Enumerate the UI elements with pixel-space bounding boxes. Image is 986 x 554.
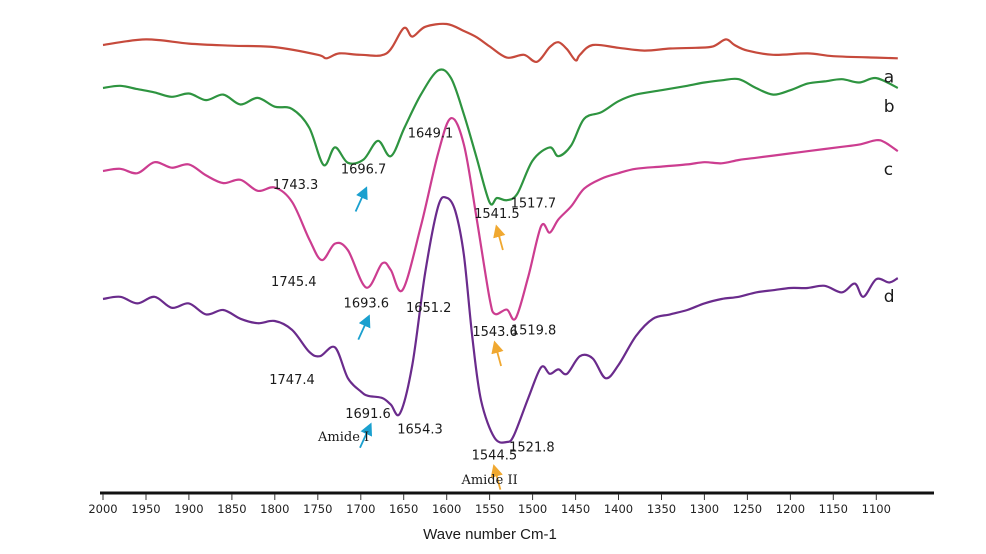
x-tick-label-1950: 1950 [131, 502, 160, 516]
peak-label-c-1543.6: 1543.6 [472, 325, 518, 340]
peak-label-b-1743.3: 1743.3 [273, 178, 319, 193]
peak-label-b-1517.7: 1517.7 [511, 197, 557, 212]
series-label-b: b [884, 97, 895, 117]
series-label-a: a [884, 67, 894, 87]
x-tick-label-1650: 1650 [389, 502, 418, 516]
peak-label-c-1745.4: 1745.4 [271, 275, 317, 290]
x-tick-label-1400: 1400 [604, 502, 633, 516]
peak-arrow-b-1541.5 [493, 224, 506, 251]
x-tick-label-1300: 1300 [690, 502, 719, 516]
x-tick-label-1750: 1750 [303, 502, 332, 516]
x-tick-label-1500: 1500 [518, 502, 547, 516]
x-tick-label-1700: 1700 [346, 502, 375, 516]
peak-arrow-d-1544.5 [490, 464, 503, 490]
peak-arrow-c-1693.6 [357, 314, 371, 340]
x-tick-label-1850: 1850 [217, 502, 246, 516]
peak-label-d-1747.4: 1747.4 [269, 373, 315, 388]
peak-label-b-1696.7: 1696.7 [341, 163, 387, 178]
series-line-d [102, 195, 899, 444]
x-tick-label-2000: 2000 [88, 502, 117, 516]
x-tick-label-1350: 1350 [647, 502, 676, 516]
peak-label-d-1544.5: 1544.5 [472, 449, 518, 464]
peak-label-d-1521.8: 1521.8 [509, 440, 555, 455]
spectra-series-group [102, 22, 899, 444]
x-tick-label-1600: 1600 [432, 502, 461, 516]
peak-label-b-1541.5: 1541.5 [474, 207, 520, 222]
x-tick-label-1200: 1200 [776, 502, 805, 516]
x-axis-title: Wave number Cm-1 [423, 526, 557, 543]
peak-label-c-1519.8: 1519.8 [511, 323, 557, 338]
series-label-d: d [884, 287, 895, 307]
peak-label-d-1691.6: 1691.6 [345, 407, 391, 422]
annotation-amide-ii: Amide II [460, 473, 517, 488]
series-label-c: c [884, 160, 893, 180]
peak-label-b-1649.1: 1649.1 [408, 127, 454, 142]
peak-label-c-1693.6: 1693.6 [344, 297, 390, 312]
peak-arrow-c-1543.6 [491, 340, 504, 367]
series-line-a [102, 22, 898, 63]
series-line-c [102, 117, 899, 321]
annotation-amide-i: Amide I [317, 430, 369, 445]
x-tick-label-1150: 1150 [819, 502, 848, 516]
peak-arrows-group [354, 186, 506, 490]
x-tick-label-1900: 1900 [174, 502, 203, 516]
x-tick-label-1800: 1800 [260, 502, 289, 516]
peak-arrow-d-1691.6 [359, 422, 373, 449]
x-axis-ticks: 2000 1950 1900 1850 1800 1750 1700 1650 1600 1550… [88, 494, 891, 516]
x-tick-label-1550: 1550 [475, 502, 504, 516]
peak-arrow-b-1696.7 [354, 186, 368, 212]
peak-label-d-1654.3: 1654.3 [397, 422, 443, 437]
peak-label-c-1651.2: 1651.2 [406, 301, 452, 316]
series-line-b [102, 68, 899, 206]
x-tick-label-1450: 1450 [561, 502, 590, 516]
x-tick-label-1250: 1250 [733, 502, 762, 516]
x-tick-label-1100: 1100 [862, 502, 891, 516]
